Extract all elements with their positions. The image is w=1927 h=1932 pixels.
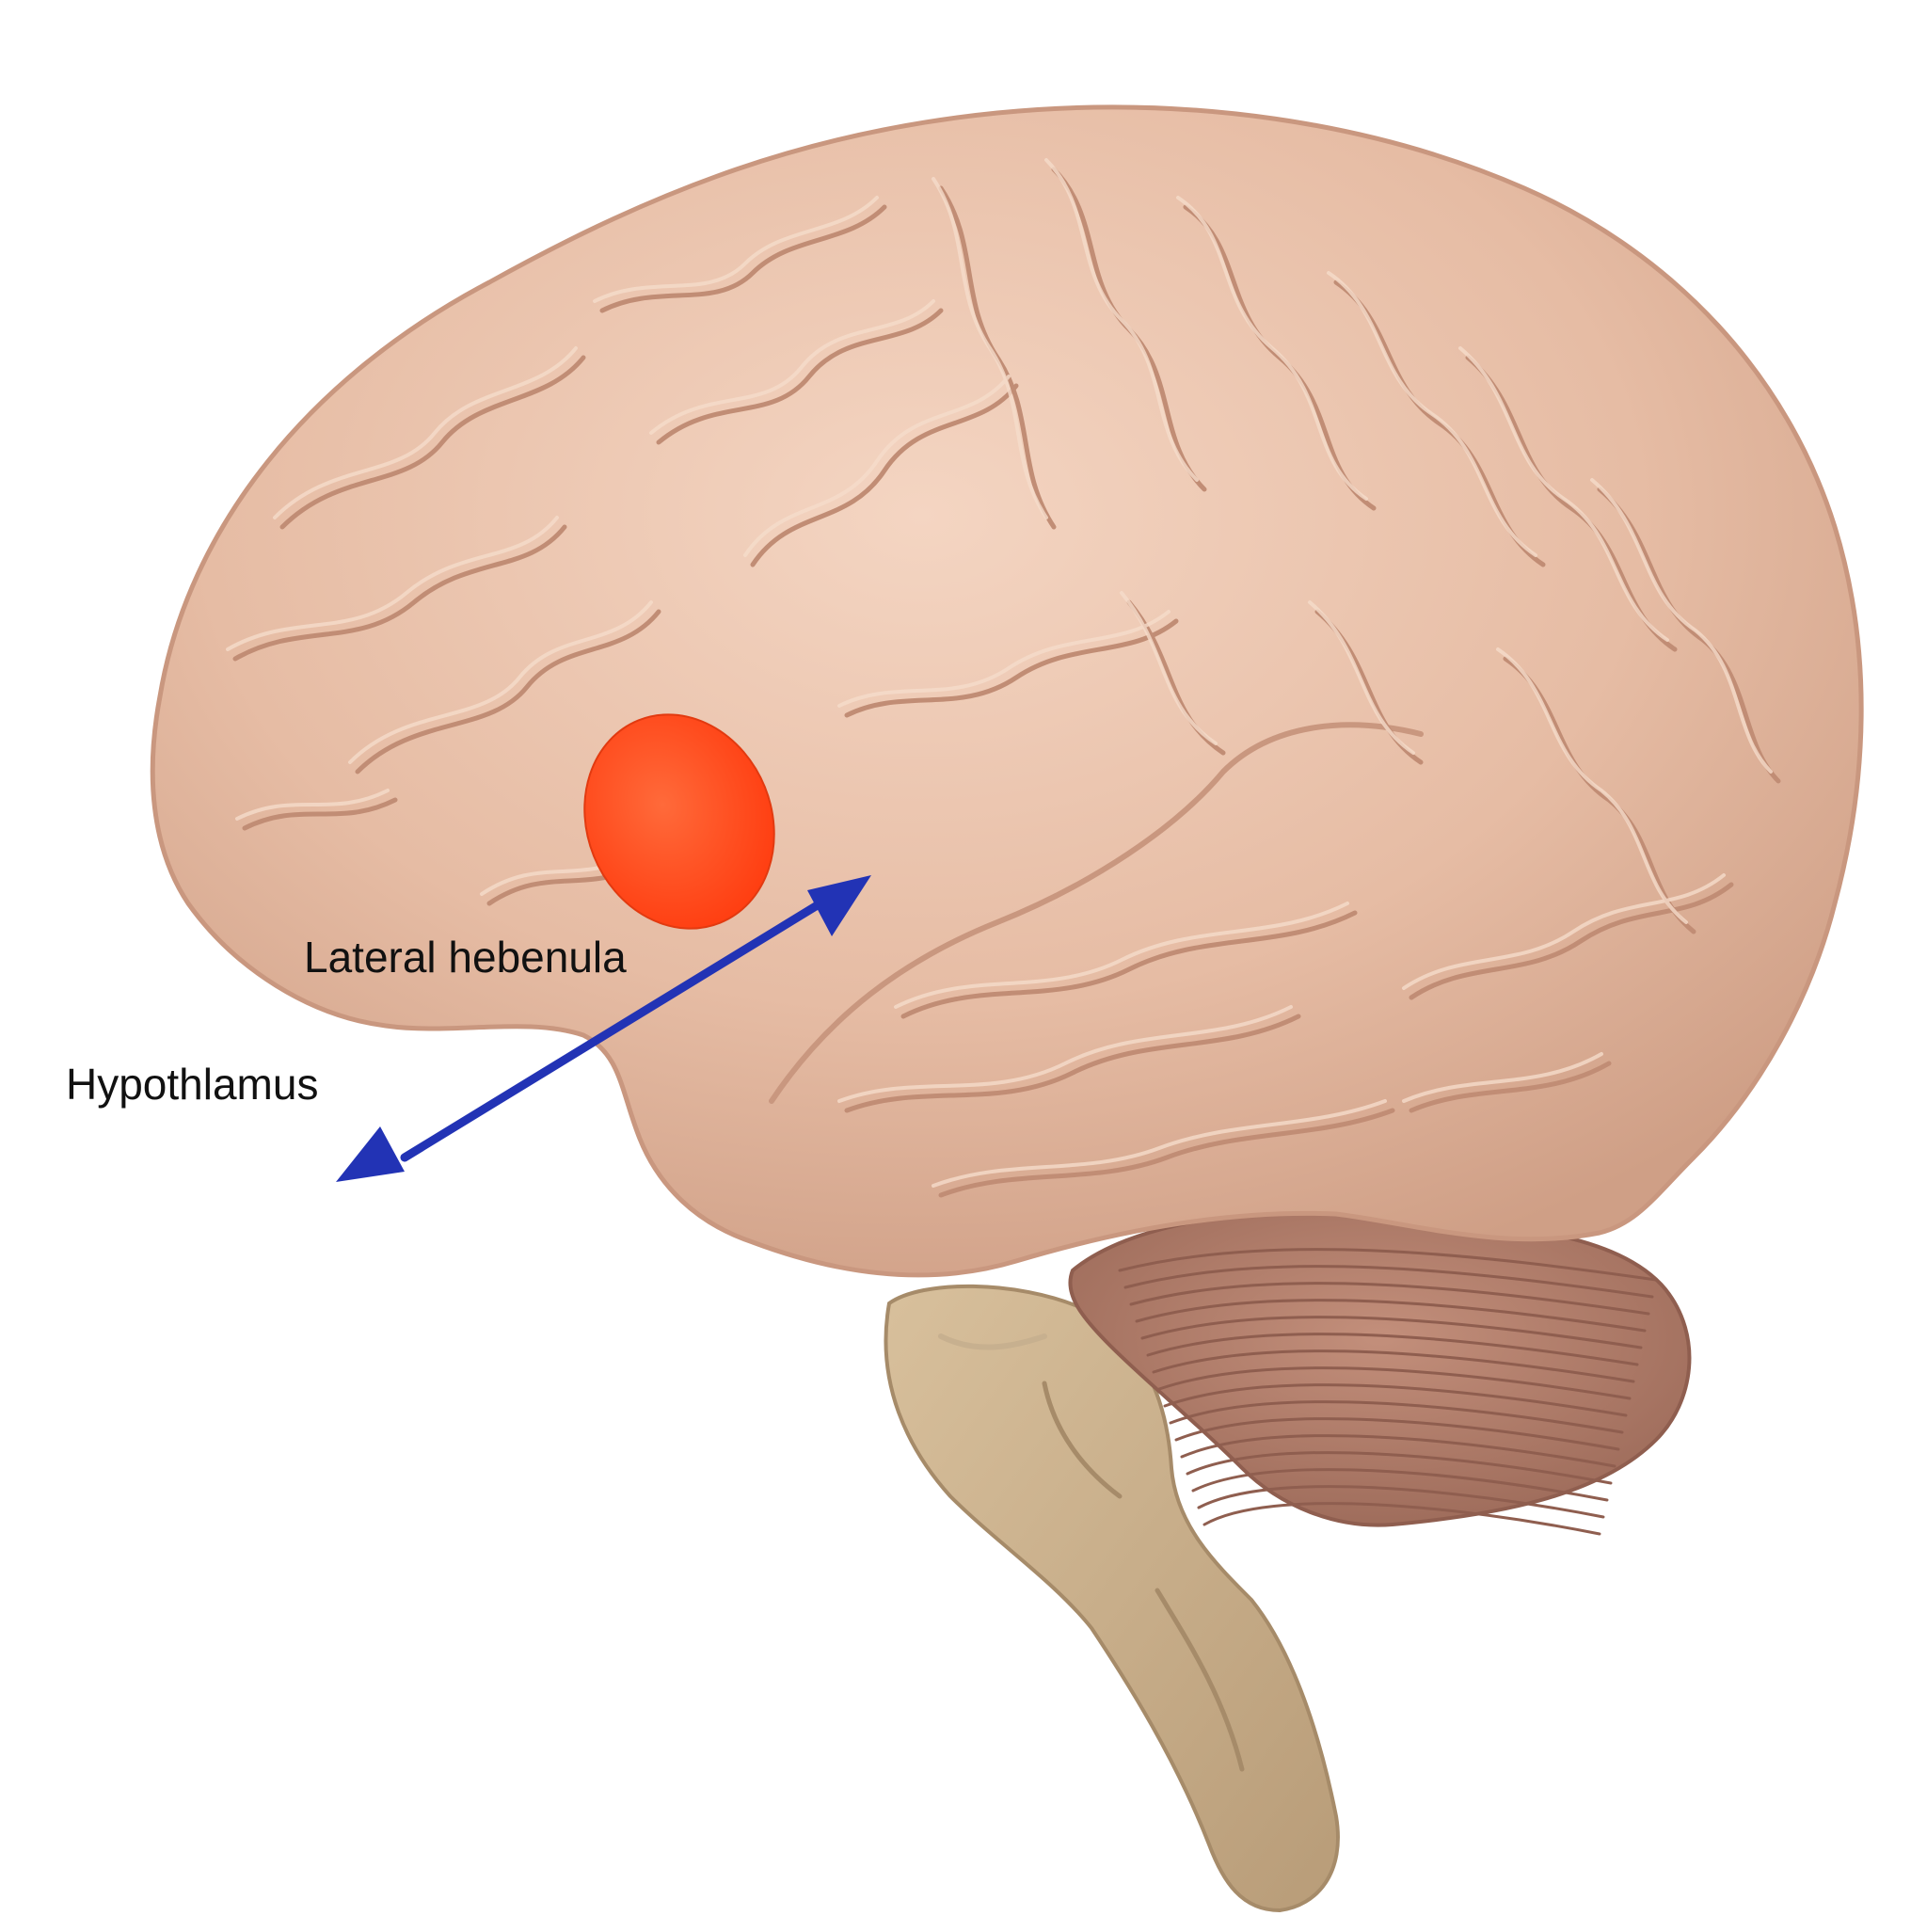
sulcus-line: [750, 383, 1019, 567]
gyrus-highlight: [593, 196, 879, 303]
cerebellum-folia-line: [1202, 1502, 1601, 1536]
sulcus-line: [938, 1108, 1395, 1198]
sulcus-line: [599, 204, 887, 313]
sulcus-line: [1409, 882, 1734, 1000]
cerebellum-folia-line: [1174, 1417, 1620, 1451]
gyrus-highlight: [1402, 873, 1726, 990]
cerebellum-folia-line: [1169, 1400, 1624, 1434]
gyrus-highlight: [932, 1099, 1387, 1188]
gyrus-highlight: [894, 902, 1349, 1009]
gyrus-highlight: [226, 516, 559, 651]
gyrus-highlight: [348, 600, 653, 764]
sulcus-line: [656, 308, 944, 445]
cerebellum-folia-line: [1135, 1299, 1647, 1333]
sulcus-line: [279, 355, 586, 530]
cerebellum: [1068, 1209, 1692, 1536]
gyrus-highlight: [1402, 1052, 1603, 1103]
sulcus-line: [1597, 487, 1781, 784]
sulcus-line: [844, 1014, 1301, 1113]
cerebellum-folia-line: [1157, 1366, 1632, 1400]
double-headed-arrow: [336, 875, 871, 1182]
gyrus-highlight: [1327, 271, 1537, 557]
sulcus-line: [1503, 656, 1696, 934]
cerebellum-folia-line: [1146, 1333, 1639, 1366]
gyrus-highlight: [1120, 591, 1218, 745]
lateral-habenula-region: [583, 713, 775, 930]
gyrus-highlight: [235, 789, 390, 821]
sulcus-line: [900, 910, 1358, 1019]
sulcus-line: [232, 524, 567, 662]
cerebellum-folia-line: [1191, 1468, 1609, 1502]
cerebellum-folia-line: [1180, 1434, 1616, 1468]
label-lateral-habenula: Lateral hebenula: [304, 933, 627, 982]
gyrus-highlight: [649, 299, 935, 435]
gyrus-highlight: [1590, 478, 1773, 774]
gyrus-highlight: [1176, 196, 1368, 501]
cerebellum-folia-line: [1123, 1265, 1654, 1299]
label-hypothalamus: Hypothlamus: [66, 1060, 319, 1109]
cerebellum-folia-line: [1186, 1451, 1613, 1485]
cerebellum-folia-line: [1152, 1349, 1635, 1383]
cerebellum-folia-line: [1118, 1248, 1658, 1282]
gyrus-highlight: [932, 177, 1048, 519]
cerebellum-folia-line: [1129, 1282, 1650, 1316]
cerebellum-folia-line: [1163, 1383, 1628, 1417]
cerebrum: [150, 104, 1864, 1278]
gyrus-highlight: [1496, 647, 1688, 924]
sulcus-line: [355, 609, 661, 774]
gyrus-highlight: [1044, 158, 1199, 482]
gyrus-highlight: [743, 375, 1011, 557]
arrowhead-lower: [336, 1126, 405, 1182]
arrowhead-upper: [807, 875, 871, 936]
gyrus-highlight: [1458, 346, 1669, 642]
gyrus-highlight: [273, 346, 578, 519]
gyrus-highlight: [837, 610, 1171, 708]
cerebellum-folia-line: [1197, 1485, 1605, 1519]
sulcus-line: [242, 797, 398, 831]
gyrus-highlight: [837, 1005, 1293, 1103]
gyrus-highlight: [1308, 600, 1415, 755]
cerebellum-folia-line: [1140, 1316, 1643, 1349]
sulcus-line: [844, 618, 1179, 718]
sulcus-line: [1409, 1061, 1612, 1113]
